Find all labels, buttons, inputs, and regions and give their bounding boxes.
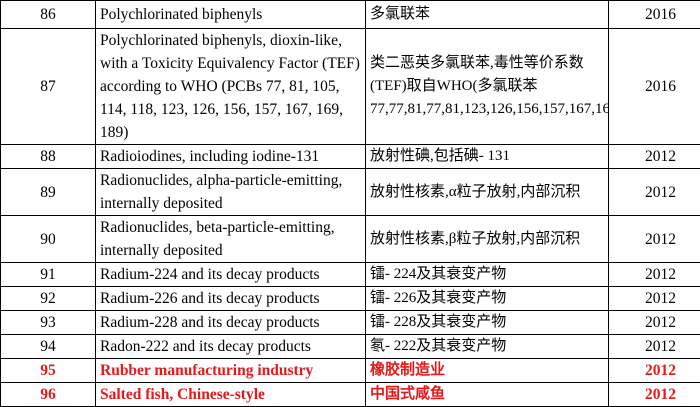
row-number: 89 [1,169,96,216]
agent-name-chinese: 类二恶英多氯联苯,毒性等价系数(TEF)取自WHO(多氯联苯77,77,81,7… [366,29,609,145]
row-number: 88 [1,145,96,169]
agent-name: Radioiodines, including iodine-131 [96,145,366,169]
evaluation-year: 2012 [609,169,700,216]
evaluation-year: 2012 [609,359,700,383]
row-number: 86 [1,1,96,29]
agent-name: Radium-226 and its decay products [96,287,366,311]
evaluation-year: 2016 [609,1,700,29]
agent-name-chinese: 中国式咸鱼 [366,383,609,407]
agent-name: Radionuclides, alpha-particle-emitting, … [96,169,366,216]
evaluation-year: 2012 [609,287,700,311]
row-number: 96 [1,383,96,407]
evaluation-year: 2012 [609,383,700,407]
agent-name-chinese: 镭- 224及其衰变产物 [366,263,609,287]
agent-name: Radon-222 and its decay products [96,335,366,359]
row-number: 95 [1,359,96,383]
agent-name: Polychlorinated biphenyls, dioxin-like, … [96,29,366,145]
row-number: 90 [1,216,96,263]
agent-name-chinese: 放射性核素,α粒子放射,内部沉积 [366,169,609,216]
row-number: 94 [1,335,96,359]
agent-name-chinese: 镭- 226及其衰变产物 [366,287,609,311]
evaluation-year: 2012 [609,335,700,359]
evaluation-year: 2012 [609,216,700,263]
evaluation-year: 2012 [609,263,700,287]
row-number: 87 [1,29,96,145]
row-number: 92 [1,287,96,311]
agent-name: Salted fish, Chinese-style [96,383,366,407]
agent-name: Polychlorinated biphenyls [96,1,366,29]
agent-name-chinese: 多氯联苯 [366,1,609,29]
agent-name-chinese: 橡胶制造业 [366,359,609,383]
agent-name: Radium-224 and its decay products [96,263,366,287]
agent-name: Rubber manufacturing industry [96,359,366,383]
agent-name: Radionuclides, beta-particle-emitting, i… [96,216,366,263]
agent-name-chinese: 镭- 228及其衰变产物 [366,311,609,335]
evaluation-year: 2012 [609,311,700,335]
evaluation-year: 2012 [609,145,700,169]
agent-name-chinese: 氡- 222及其衰变产物 [366,335,609,359]
agent-name-chinese: 放射性碘,包括碘- 131 [366,145,609,169]
evaluation-year: 2016 [609,29,700,145]
agent-name-chinese: 放射性核素,β粒子放射,内部沉积 [366,216,609,263]
row-number: 91 [1,263,96,287]
row-number: 93 [1,311,96,335]
agent-name: Radium-228 and its decay products [96,311,366,335]
